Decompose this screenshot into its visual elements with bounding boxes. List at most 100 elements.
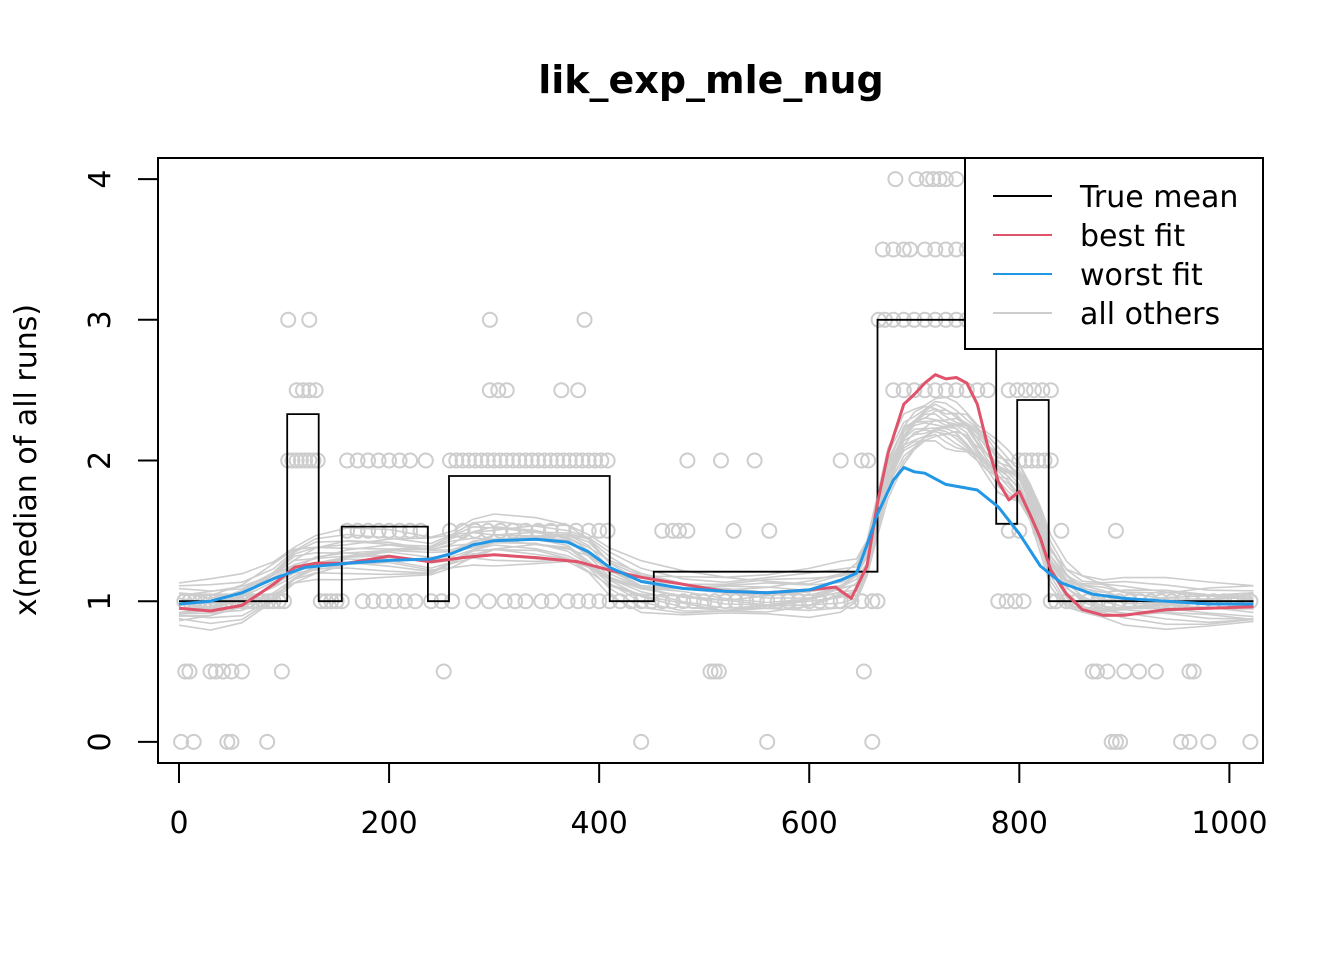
all-others-line [178, 409, 1254, 600]
data-point [864, 733, 881, 750]
data-point [349, 522, 366, 539]
data-point [746, 452, 763, 469]
data-point [309, 452, 326, 469]
data-point [664, 593, 681, 610]
data-point [780, 593, 797, 610]
data-point [1185, 663, 1202, 680]
data-point [1242, 733, 1259, 750]
data-point [576, 311, 593, 328]
data-point [759, 733, 776, 750]
data-point [555, 522, 572, 539]
data-point [1017, 452, 1034, 469]
data-point [517, 593, 534, 610]
data-point [811, 593, 828, 610]
data-point [259, 733, 276, 750]
data-point [297, 452, 314, 469]
data-point [593, 452, 610, 469]
data-point [1034, 382, 1051, 399]
x-tick-label: 1000 [1191, 806, 1267, 841]
data-point [460, 452, 477, 469]
data-point [223, 733, 240, 750]
data-point [948, 382, 965, 399]
data-point [223, 663, 240, 680]
data-point [927, 382, 944, 399]
data-point [599, 522, 616, 539]
data-point [370, 452, 387, 469]
data-point [295, 382, 311, 399]
data-point [761, 522, 778, 539]
data-point [305, 452, 322, 469]
data-point [580, 593, 597, 610]
data-point [301, 311, 318, 328]
data-point [717, 593, 734, 610]
data-point [492, 452, 509, 469]
data-point [391, 452, 408, 469]
data-point [580, 522, 597, 539]
data-point [869, 593, 886, 610]
x-tick-label: 800 [991, 806, 1048, 841]
data-point [181, 663, 198, 680]
data-point [853, 593, 870, 610]
data-point [706, 663, 723, 680]
data-point [561, 452, 578, 469]
data-point [402, 452, 419, 469]
data-point [948, 241, 965, 258]
data-point [280, 311, 297, 328]
y-tick-label: 4 [83, 170, 118, 189]
data-point [1017, 382, 1034, 399]
data-point [273, 663, 290, 680]
data-point [906, 382, 923, 399]
data-point [498, 382, 515, 399]
data-point [979, 382, 996, 399]
data-point [492, 522, 509, 539]
data-point [523, 452, 540, 469]
data-point [925, 171, 942, 188]
all-others-line [178, 396, 1254, 587]
data-point [1011, 452, 1028, 469]
data-point [219, 733, 236, 750]
data-point [479, 452, 496, 469]
y-tick-label: 2 [83, 451, 118, 470]
data-point [375, 593, 392, 610]
data-point [570, 382, 587, 399]
data-point [381, 522, 398, 539]
data-point [396, 593, 413, 610]
data-point [908, 171, 925, 188]
data-point [533, 593, 550, 610]
data-point [467, 522, 484, 539]
data-point [702, 663, 719, 680]
data-point [339, 452, 356, 469]
data-point [860, 452, 877, 469]
data-point [467, 452, 484, 469]
data-point [448, 452, 465, 469]
data-point [481, 382, 498, 399]
data-point [710, 663, 727, 680]
fit-lines [178, 373, 1254, 617]
data-point [1107, 522, 1124, 539]
data-point [505, 522, 521, 539]
data-point [1007, 593, 1024, 610]
data-point [1116, 663, 1133, 680]
data-point [1107, 733, 1124, 750]
data-point [1030, 452, 1047, 469]
data-point [885, 241, 902, 258]
data-point [570, 593, 587, 610]
all-others-line [178, 433, 1254, 622]
data-point [918, 171, 935, 188]
data-point [1042, 382, 1059, 399]
data-point [386, 593, 403, 610]
data-point [654, 593, 671, 610]
data-point [442, 452, 458, 469]
data-point [349, 452, 366, 469]
data-point [801, 593, 818, 610]
true-mean-line [179, 318, 1254, 603]
data-point [1181, 663, 1198, 680]
y-axis: 0 1 2 3 4 [83, 170, 159, 751]
data-point [173, 733, 190, 750]
y-tick-label: 1 [83, 592, 118, 611]
data-point [679, 522, 696, 539]
data-point [990, 593, 1007, 610]
data-point [748, 593, 765, 610]
data-point [738, 593, 755, 610]
data-point [937, 382, 954, 399]
